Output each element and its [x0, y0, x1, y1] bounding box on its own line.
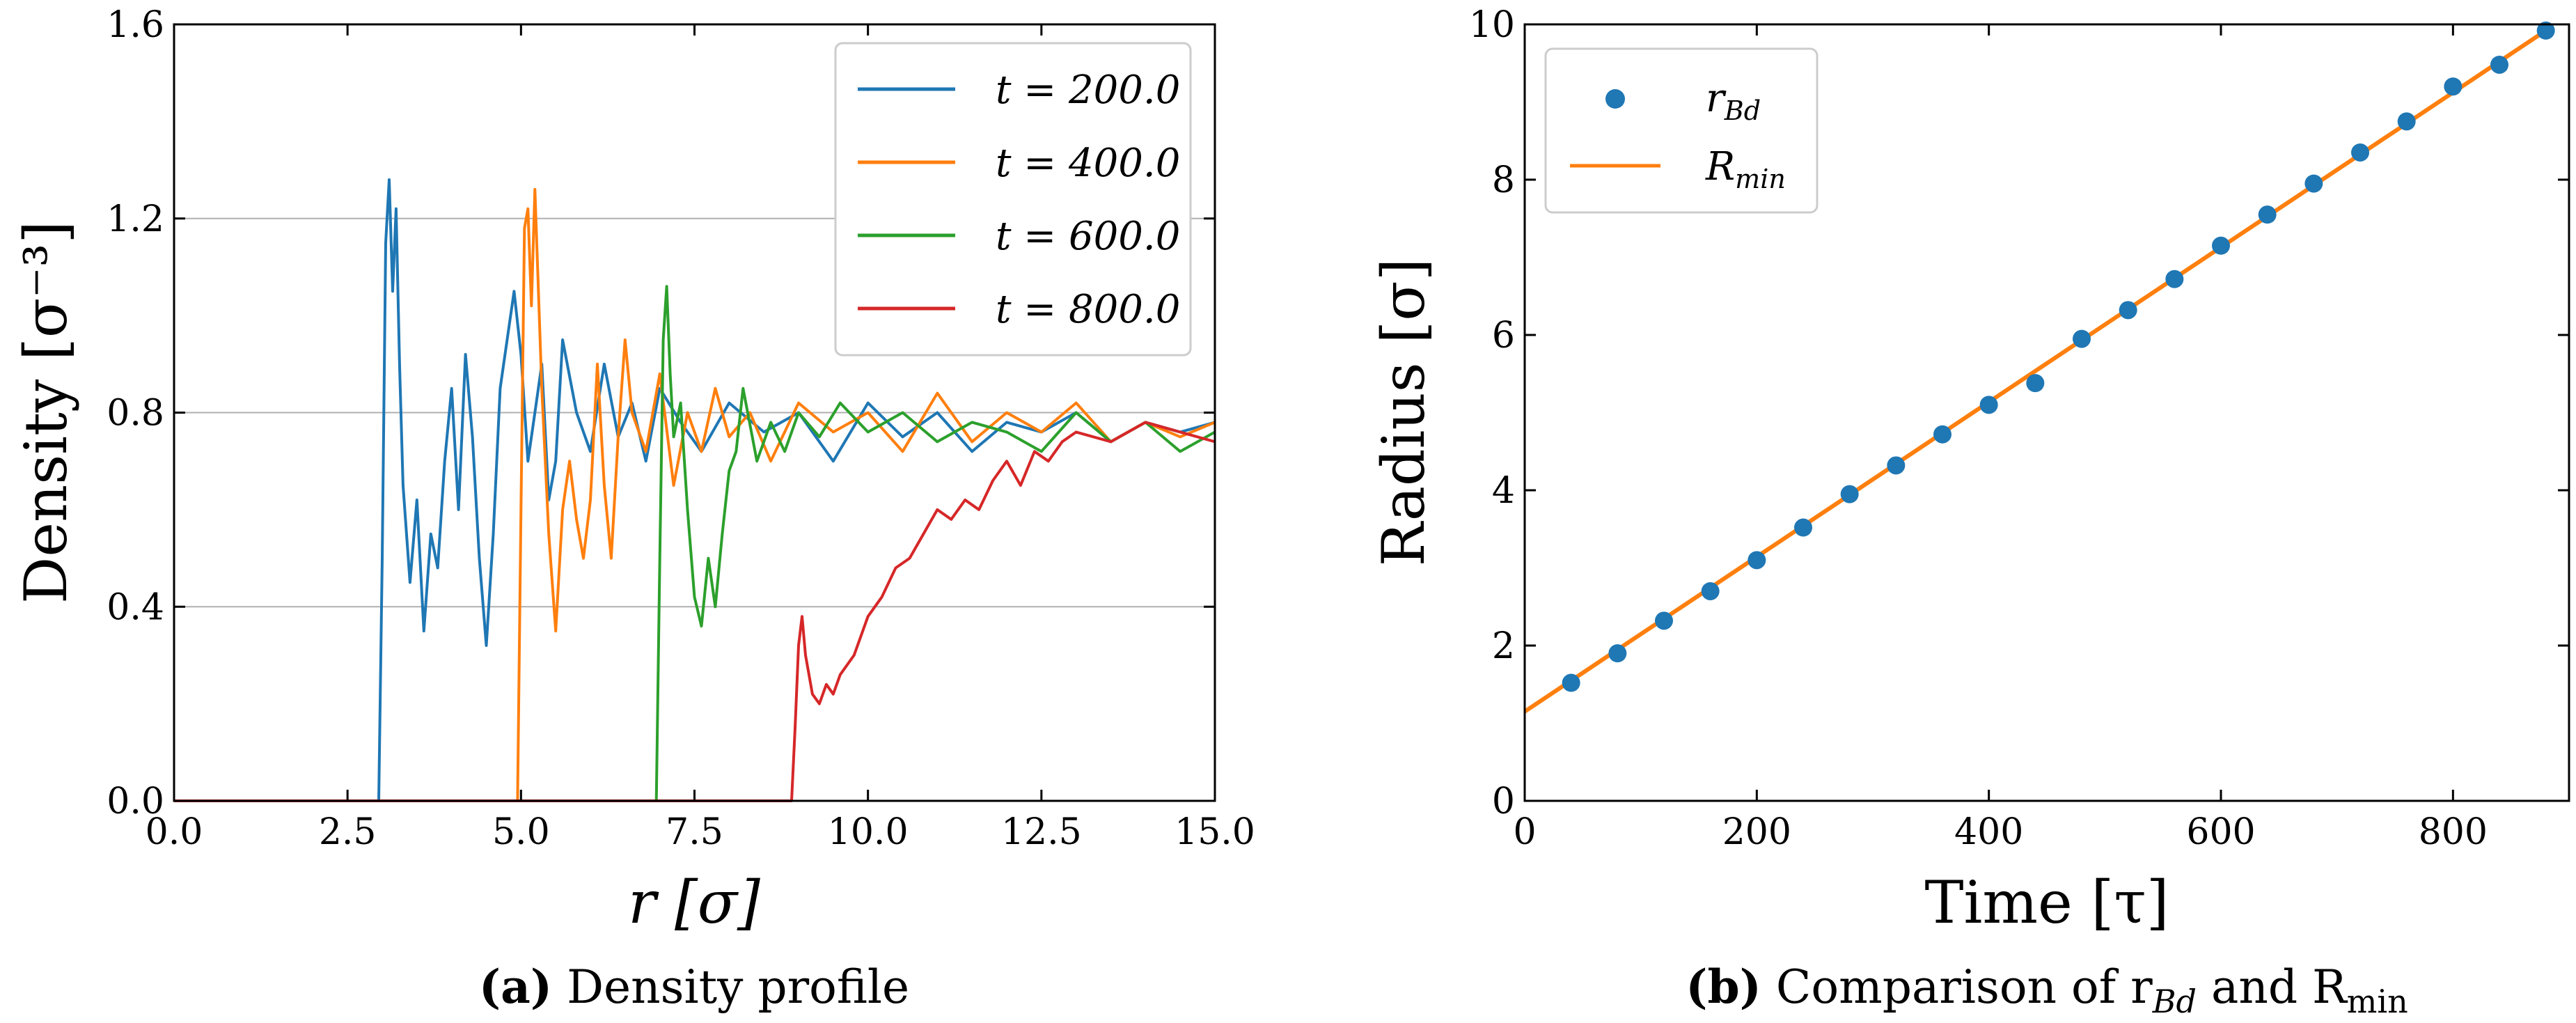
- panel-a: 0.00.40.81.21.60.0 2.5 5.0 7.5 10.0 12.5 15.0 …: [12, 4, 1255, 1014]
- b-rbd-point: [2073, 329, 2091, 348]
- b-rbd-point: [2304, 174, 2323, 193]
- a-xtick-label: 2.5: [319, 811, 377, 853]
- b-rbd-point: [2490, 55, 2508, 74]
- b-legend-label-rmin: Rmin: [1705, 144, 1786, 194]
- b-rbd-point: [1701, 581, 1720, 600]
- a-xtick-label: 10.0: [828, 811, 909, 853]
- a-ticks: 0.0 0.4 0.8 1.2 1.6 0.0 2.5 5.0 7.5 10.0 12.5 15.0: [107, 4, 1255, 853]
- b-ytick-label: 0: [1492, 781, 1515, 822]
- b-ytick-label: 2: [1492, 625, 1515, 667]
- b-rbd-point: [1887, 456, 1906, 475]
- b-ytick-label: 4: [1492, 470, 1515, 512]
- b-rbd-point: [1562, 673, 1580, 692]
- a-series-line-0: [174, 178, 1216, 802]
- a-xtick-label: 5.0: [492, 811, 550, 853]
- a-series-line-3: [174, 421, 1216, 802]
- a-legend-label-2: t = 600.0: [996, 214, 1180, 259]
- b-ytick-label: 6: [1492, 315, 1515, 357]
- b-legend-marker-rbd: [1605, 89, 1625, 109]
- b-plot-frame: [1523, 23, 2570, 802]
- b-rbd-point: [2026, 374, 2045, 393]
- b-rbd-point: [1608, 644, 1627, 663]
- b-ytick-label: 8: [1492, 159, 1515, 201]
- b-rbd-point: [2536, 21, 2555, 40]
- b-caption: (b) Comparison of rBd and Rmin: [1686, 960, 2408, 1020]
- b-rbd-point: [2212, 236, 2230, 255]
- b-rbd-point: [1840, 485, 1859, 503]
- a-x-axis-label: r [σ]: [628, 868, 760, 937]
- b-legend: rBd Rmin: [1544, 47, 1819, 214]
- a-caption: (a) Density profile: [479, 960, 909, 1014]
- a-xtick-label: 7.5: [666, 811, 723, 853]
- a-legend: t = 200.0 t = 400.0 t = 600.0 t = 800.0: [834, 42, 1192, 357]
- a-ytick-label: 1.2: [107, 198, 164, 240]
- panel-b: 0 2 4 6 8 10 0 200 400 600 800 Radius [σ] Time [τ]…: [1369, 4, 2570, 1020]
- b-y-axis-label: Radius [σ]: [1369, 258, 1438, 567]
- b-rbd-point: [2165, 270, 2184, 288]
- b-series-group: [1523, 21, 2555, 714]
- b-rbd-point: [1933, 425, 1951, 444]
- b-rbd-point: [1748, 551, 1766, 570]
- b-xtick-label: 800: [2419, 811, 2488, 853]
- b-x-axis-label: Time [τ]: [1925, 868, 2169, 937]
- b-legend-label-rbd: rBd: [1706, 76, 1761, 126]
- a-caption-text: Density profile: [552, 960, 909, 1014]
- b-ytick-label: 10: [1469, 4, 1515, 46]
- b-xtick-label: 200: [1722, 811, 1791, 853]
- b-rbd-point: [1655, 611, 1673, 630]
- a-ytick-label: 0.0: [107, 781, 164, 822]
- a-xtick-label: 15.0: [1175, 811, 1255, 853]
- a-ytick-label: 0.8: [107, 393, 164, 435]
- b-caption-label: (b): [1686, 960, 1761, 1014]
- a-series-group: [174, 178, 1216, 802]
- b-xtick-label: 400: [1954, 811, 2023, 853]
- a-legend-label-0: t = 200.0: [996, 68, 1180, 113]
- b-rbd-point: [1979, 396, 1998, 414]
- b-rbd-point: [2258, 205, 2277, 224]
- b-rbd-point: [2444, 77, 2463, 96]
- b-rbd-point: [1794, 518, 1812, 537]
- a-legend-label-1: t = 400.0: [996, 141, 1180, 186]
- a-legend-label-3: t = 800.0: [996, 287, 1180, 332]
- b-caption-text: Comparison of r: [1761, 960, 2153, 1014]
- a-y-axis-label: Density [σ⁻³]: [12, 221, 80, 604]
- b-rbd-point: [2351, 143, 2369, 162]
- b-rbd-point: [2119, 301, 2137, 320]
- a-legend-box: [834, 42, 1192, 357]
- a-xtick-label: 12.5: [1001, 811, 1082, 853]
- a-ytick-label: 1.6: [107, 4, 164, 46]
- a-caption-label: (a): [479, 960, 552, 1014]
- a-xtick-label: 0.0: [146, 811, 203, 853]
- a-ytick-label: 0.4: [107, 586, 164, 628]
- b-xtick-label: 0: [1513, 811, 1536, 853]
- b-rmin-line: [1523, 29, 2547, 714]
- a-series-line-1: [174, 187, 1216, 802]
- b-ticks: 0 2 4 6 8 10 0 200 400 600 800: [1469, 4, 2569, 853]
- b-xtick-label: 600: [2186, 811, 2255, 853]
- b-rbd-point: [2397, 112, 2416, 131]
- a-series-line-2: [174, 285, 1216, 802]
